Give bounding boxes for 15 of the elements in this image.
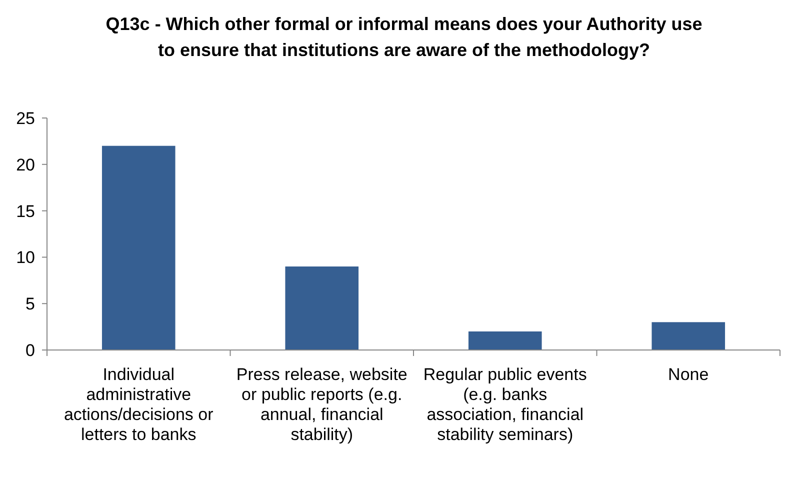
y-tick-label: 0 — [26, 340, 35, 360]
bar — [652, 322, 726, 350]
x-tick-label: Individual administrative actions/decisions or letters to banks — [64, 365, 214, 444]
x-tick-label: None — [668, 365, 709, 384]
y-tick-label: 20 — [16, 155, 35, 174]
y-tick-label: 5 — [26, 294, 35, 314]
x-tick-label: Regular public events (e.g. banks association, financial stability seminars) — [423, 365, 587, 444]
y-tick-label: 15 — [16, 202, 35, 221]
bar — [468, 331, 542, 350]
y-tick-label: 25 — [16, 108, 35, 128]
bar — [285, 266, 359, 350]
x-tick-label: Press release, website or public reports (e.g. annual, financial stability) — [236, 365, 408, 444]
y-tick-label: 10 — [16, 248, 35, 268]
bar — [102, 146, 176, 350]
chart-title: Q13c - Which other formal or informal means does your Authority use to ensure that institutions are aware of the methodology? — [106, 14, 702, 60]
